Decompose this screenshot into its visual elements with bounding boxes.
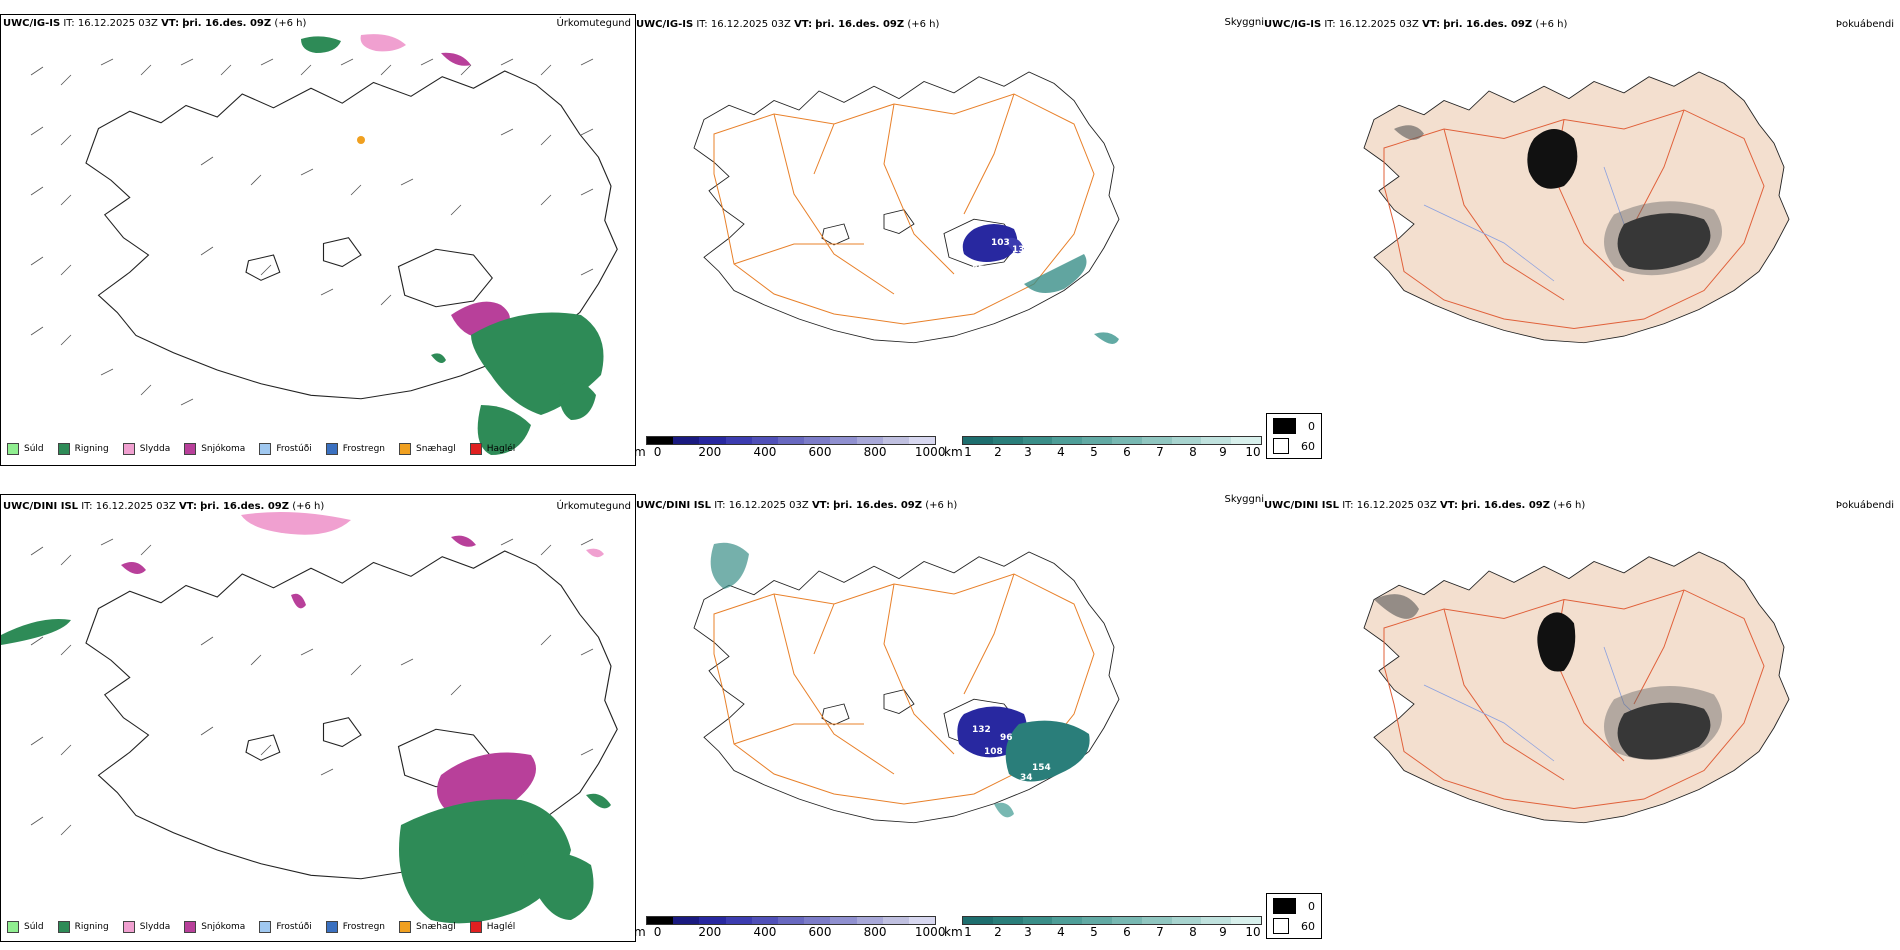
swatch	[184, 443, 197, 455]
cloud-label: 154	[1032, 763, 1051, 773]
colorbar-unit: m	[634, 445, 646, 459]
swatch	[1273, 418, 1296, 434]
colorbar-unit: km	[944, 445, 963, 459]
swatch	[122, 921, 135, 933]
panel-header: UWC/DINI ISL IT: 16.12.2025 03Z VT: þri.…	[636, 500, 958, 511]
cloud-label: 108	[984, 747, 1003, 757]
legend-item: Frostúði	[259, 921, 312, 933]
panel-header: UWC/IG-IS IT: 16.12.2025 03Z VT: þri. 16…	[1264, 19, 1568, 30]
swatch	[259, 921, 272, 933]
legend-item: Súld	[7, 443, 44, 455]
visibility-map: 132 96 108 154 34	[693, 542, 1120, 824]
fog-map	[1363, 71, 1790, 344]
swatch	[399, 921, 412, 933]
swatch	[1273, 918, 1289, 934]
colorbar-unit: km	[944, 925, 963, 939]
colorbar-ticks: 0 200 400 600 800 1000	[653, 925, 946, 939]
precip-legend: Súld Rigning Slydda Snjókoma Frostúði Fr…	[7, 443, 529, 455]
colorbar-ticks: 0 200 400 600 800 1000	[653, 445, 946, 459]
ceiling-colorbar: m 0 200 400 600 800 1000	[634, 436, 945, 459]
panel-header: UWC/DINI ISL IT: 16.12.2025 03Z VT: þri.…	[3, 501, 325, 512]
legend-item: Haglél	[469, 921, 515, 933]
swatch	[325, 921, 338, 933]
panel-title: Úrkomutegund	[556, 18, 631, 29]
legend-item: Frostregn	[325, 921, 385, 933]
cloud-label: 97	[972, 265, 985, 275]
swatch	[7, 921, 19, 933]
fog-legend-row: 60	[1273, 918, 1315, 934]
panel-title: Úrkomutegund	[556, 501, 631, 512]
swatch	[259, 443, 272, 455]
swatch	[122, 443, 135, 455]
panel-title: Skyggni	[1224, 17, 1264, 28]
legend-item: Frostregn	[325, 443, 385, 455]
legend-item: Slydda	[122, 921, 170, 933]
legend-item: Súld	[7, 921, 44, 933]
precip-map	[30, 34, 618, 455]
precip-panel-row2: UWC/DINI ISL IT: 16.12.2025 03Z VT: þri.…	[0, 494, 636, 942]
panel-header: UWC/IG-IS IT: 16.12.2025 03Z VT: þri. 16…	[3, 18, 307, 29]
legend-item: Haglél	[469, 443, 515, 455]
colorbar-unit: m	[634, 925, 646, 939]
legend-item: Frostúði	[259, 443, 312, 455]
swatch	[399, 443, 412, 455]
cloud-label: 34	[1020, 773, 1033, 783]
legend-item: Snjókoma	[184, 921, 245, 933]
swatch	[57, 921, 70, 933]
precip-legend: Súld Rigning Slydda Snjókoma Frostúði Fr…	[7, 921, 529, 933]
legend-item: Snæhagl	[399, 443, 456, 455]
legend-item: Slydda	[122, 443, 170, 455]
panel-title: Þokuábendi	[1835, 19, 1894, 30]
swatch	[184, 921, 197, 933]
legend-item: Rigning	[57, 921, 109, 933]
visibility-colorbar: km 1 2 3 4 5 6 7 8 9 10	[944, 436, 1262, 459]
fog-legend: 0 60	[1266, 893, 1322, 939]
panel-title: Þokuábendi	[1835, 500, 1894, 511]
visibility-colorbar: km 1 2 3 4 5 6 7 8 9 10	[944, 916, 1262, 939]
colorbar-ticks: 1 2 3 4 5 6 7 8 9 10	[964, 445, 1261, 459]
cloud-label: 132	[972, 725, 991, 735]
swatch	[7, 443, 19, 455]
swatch	[469, 921, 482, 933]
fog-map	[1363, 551, 1790, 824]
fog-panel-row1: UWC/IG-IS IT: 16.12.2025 03Z VT: þri. 16…	[1264, 14, 1900, 464]
panel-header: UWC/DINI ISL IT: 16.12.2025 03Z VT: þri.…	[1264, 500, 1586, 511]
colorbar-cells	[962, 916, 1262, 925]
colorbar-cells	[646, 436, 936, 445]
swatch	[325, 443, 338, 455]
visibility-panel-row2: UWC/DINI ISL IT: 16.12.2025 03Z VT: þri.…	[634, 494, 1264, 940]
swatch	[1273, 898, 1296, 914]
legend-item: Rigning	[57, 443, 109, 455]
colorbar-cells	[962, 436, 1262, 445]
cloud-label: 139	[1012, 245, 1031, 255]
visibility-map: 103 139 97	[693, 71, 1120, 344]
visibility-panel-row1: UWC/IG-IS IT: 16.12.2025 03Z VT: þri. 16…	[634, 14, 1264, 464]
fog-panel-row2: UWC/DINI ISL IT: 16.12.2025 03Z VT: þri.…	[1264, 494, 1900, 940]
precip-panel-row1: UWC/IG-IS IT: 16.12.2025 03Z VT: þri. 16…	[0, 14, 636, 466]
swatch	[57, 443, 70, 455]
ceiling-colorbar: m 0 200 400 600 800 1000	[634, 916, 945, 939]
colorbar-cells	[646, 916, 936, 925]
fog-legend-row: 0	[1273, 898, 1315, 914]
cloud-label: 103	[991, 238, 1010, 248]
legend-item: Snjókoma	[184, 443, 245, 455]
fog-legend-row: 60	[1273, 438, 1315, 454]
fog-legend-row: 0	[1273, 418, 1315, 434]
swatch	[1273, 438, 1289, 454]
fog-legend: 0 60	[1266, 413, 1322, 459]
swatch	[469, 443, 482, 455]
panel-title: Skyggni	[1224, 494, 1264, 505]
panel-header: UWC/IG-IS IT: 16.12.2025 03Z VT: þri. 16…	[636, 19, 940, 30]
precip-map	[1, 511, 618, 924]
cloud-label: 96	[1000, 733, 1013, 743]
colorbar-ticks: 1 2 3 4 5 6 7 8 9 10	[964, 925, 1261, 939]
legend-item: Snæhagl	[399, 921, 456, 933]
